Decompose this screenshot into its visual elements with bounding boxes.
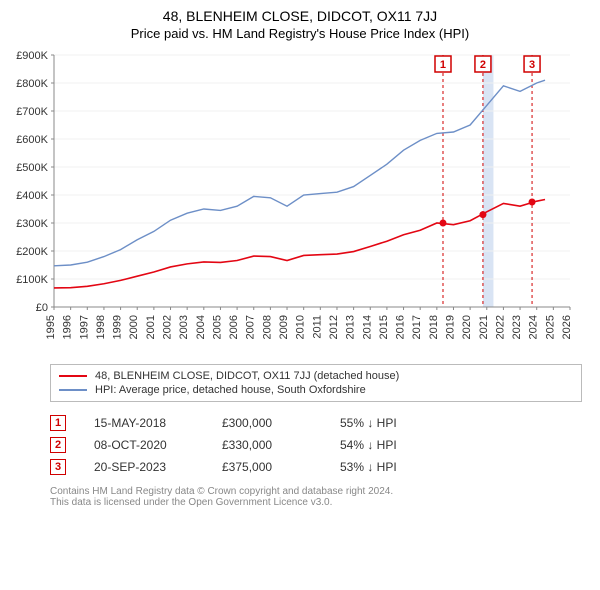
svg-text:2004: 2004 xyxy=(195,315,207,339)
marker-date: 08-OCT-2020 xyxy=(94,438,194,452)
svg-text:2024: 2024 xyxy=(528,315,540,339)
svg-text:2012: 2012 xyxy=(328,315,340,339)
svg-text:2022: 2022 xyxy=(494,315,506,339)
marker-row: 3 20-SEP-2023 £375,000 53% ↓ HPI xyxy=(50,456,582,478)
marker-price: £300,000 xyxy=(222,416,312,430)
svg-text:2011: 2011 xyxy=(311,315,323,339)
legend-swatch xyxy=(59,375,87,377)
svg-text:2026: 2026 xyxy=(561,315,573,339)
svg-text:£700K: £700K xyxy=(16,106,48,118)
legend-row: 48, BLENHEIM CLOSE, DIDCOT, OX11 7JJ (de… xyxy=(59,369,573,383)
svg-text:1997: 1997 xyxy=(78,315,90,339)
svg-text:2003: 2003 xyxy=(178,315,190,339)
footer: Contains HM Land Registry data © Crown c… xyxy=(50,486,582,508)
svg-text:2: 2 xyxy=(480,59,486,71)
svg-text:2000: 2000 xyxy=(128,315,140,339)
svg-text:2021: 2021 xyxy=(478,315,490,339)
svg-text:£200K: £200K xyxy=(16,246,48,258)
svg-text:1995: 1995 xyxy=(45,315,57,339)
svg-text:2001: 2001 xyxy=(145,315,157,339)
marker-date: 15-MAY-2018 xyxy=(94,416,194,430)
title-subtitle: Price paid vs. HM Land Registry's House … xyxy=(8,26,592,41)
svg-text:£0: £0 xyxy=(36,302,48,314)
svg-text:2025: 2025 xyxy=(544,315,556,339)
marker-row: 2 08-OCT-2020 £330,000 54% ↓ HPI xyxy=(50,434,582,456)
svg-text:2020: 2020 xyxy=(461,315,473,339)
marker-number: 2 xyxy=(50,437,66,453)
svg-text:1: 1 xyxy=(440,59,446,71)
svg-text:£900K: £900K xyxy=(16,50,48,62)
legend-label: 48, BLENHEIM CLOSE, DIDCOT, OX11 7JJ (de… xyxy=(95,370,399,382)
svg-text:1999: 1999 xyxy=(112,315,124,339)
svg-text:2019: 2019 xyxy=(444,315,456,339)
footer-line: Contains HM Land Registry data © Crown c… xyxy=(50,486,582,497)
markers-table: 1 15-MAY-2018 £300,000 55% ↓ HPI 2 08-OC… xyxy=(50,412,582,478)
svg-text:2018: 2018 xyxy=(428,315,440,339)
price-chart: £0 £100K £200K £300K £400K £500K £600K £700K £80… xyxy=(6,49,590,353)
marker-price: £375,000 xyxy=(222,460,312,474)
svg-text:2016: 2016 xyxy=(395,315,407,339)
svg-text:2014: 2014 xyxy=(361,315,373,339)
marker-delta: 54% ↓ HPI xyxy=(340,438,397,452)
legend-label: HPI: Average price, detached house, Sout… xyxy=(95,384,366,396)
svg-text:2006: 2006 xyxy=(228,315,240,339)
marker-delta: 53% ↓ HPI xyxy=(340,460,397,474)
marker-date: 20-SEP-2023 xyxy=(94,460,194,474)
legend-swatch xyxy=(59,389,87,391)
svg-text:£800K: £800K xyxy=(16,78,48,90)
chart-titles: 48, BLENHEIM CLOSE, DIDCOT, OX11 7JJ Pri… xyxy=(0,0,600,49)
marker-number: 3 xyxy=(50,459,66,475)
svg-text:2015: 2015 xyxy=(378,315,390,339)
chart-container: £0 £100K £200K £300K £400K £500K £600K £700K £80… xyxy=(0,49,600,358)
marker-row: 1 15-MAY-2018 £300,000 55% ↓ HPI xyxy=(50,412,582,434)
svg-text:3: 3 xyxy=(529,59,535,71)
svg-text:2002: 2002 xyxy=(162,315,174,339)
svg-text:£300K: £300K xyxy=(16,218,48,230)
svg-text:2005: 2005 xyxy=(211,315,223,339)
legend-row: HPI: Average price, detached house, Sout… xyxy=(59,383,573,397)
svg-text:2023: 2023 xyxy=(511,315,523,339)
legend: 48, BLENHEIM CLOSE, DIDCOT, OX11 7JJ (de… xyxy=(50,364,582,402)
svg-text:2009: 2009 xyxy=(278,315,290,339)
svg-text:£600K: £600K xyxy=(16,134,48,146)
footer-line: This data is licensed under the Open Gov… xyxy=(50,497,582,508)
svg-text:£500K: £500K xyxy=(16,162,48,174)
svg-text:2013: 2013 xyxy=(345,315,357,339)
svg-text:1998: 1998 xyxy=(95,315,107,339)
svg-text:2008: 2008 xyxy=(261,315,273,339)
marker-number: 1 xyxy=(50,415,66,431)
svg-text:£100K: £100K xyxy=(16,274,48,286)
svg-text:1996: 1996 xyxy=(62,315,74,339)
svg-text:£400K: £400K xyxy=(16,190,48,202)
marker-delta: 55% ↓ HPI xyxy=(340,416,397,430)
svg-text:2010: 2010 xyxy=(295,315,307,339)
svg-text:2017: 2017 xyxy=(411,315,423,339)
marker-price: £330,000 xyxy=(222,438,312,452)
title-address: 48, BLENHEIM CLOSE, DIDCOT, OX11 7JJ xyxy=(8,8,592,24)
svg-text:2007: 2007 xyxy=(245,315,257,339)
